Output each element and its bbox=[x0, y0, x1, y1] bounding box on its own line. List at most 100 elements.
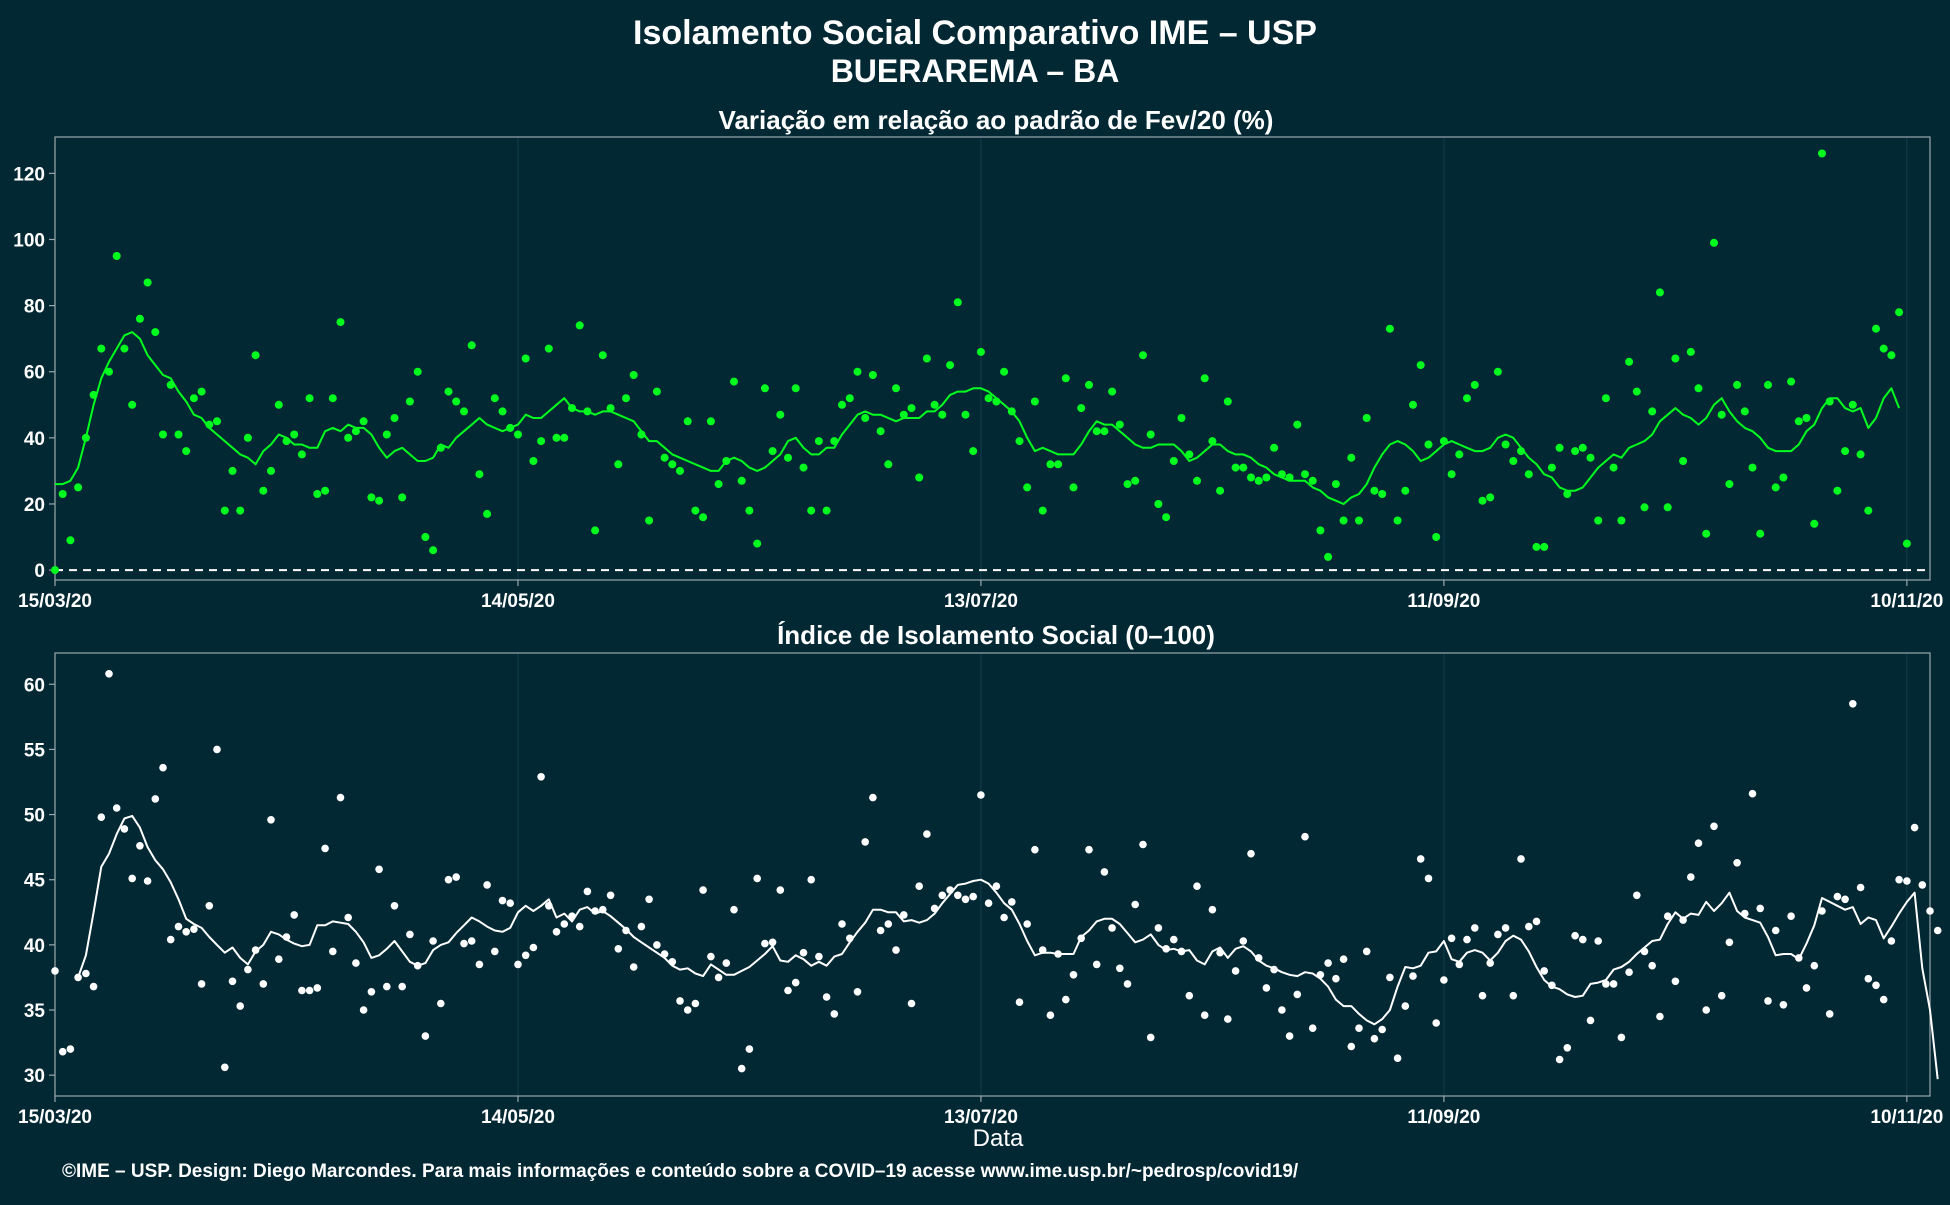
data-point bbox=[1231, 967, 1240, 975]
data-point bbox=[1787, 912, 1795, 920]
data-point bbox=[1841, 895, 1849, 904]
data-point bbox=[1602, 980, 1610, 988]
data-point bbox=[969, 892, 977, 901]
y-tick-label: 55 bbox=[24, 740, 46, 761]
data-point bbox=[498, 896, 507, 905]
data-point bbox=[321, 844, 329, 853]
data-point bbox=[1301, 470, 1309, 479]
data-point bbox=[1308, 1024, 1317, 1032]
data-point bbox=[1339, 955, 1348, 963]
data-point bbox=[1355, 516, 1363, 525]
data-point bbox=[653, 941, 661, 949]
panel-index-title: Índice de Isolamento Social (0–100) bbox=[777, 620, 1215, 650]
data-point bbox=[1193, 882, 1201, 890]
data-point bbox=[614, 460, 623, 469]
data-point bbox=[1586, 453, 1595, 462]
data-point bbox=[1555, 443, 1564, 452]
data-point bbox=[1501, 440, 1510, 449]
data-point bbox=[1208, 437, 1217, 446]
data-point bbox=[1625, 357, 1634, 366]
data-point bbox=[228, 977, 237, 986]
data-point bbox=[1393, 516, 1402, 525]
data-point bbox=[1779, 473, 1788, 482]
y-tick-label: 20 bbox=[24, 495, 45, 516]
panel-border bbox=[54, 136, 1931, 581]
data-point bbox=[552, 928, 561, 936]
y-tick-label: 45 bbox=[24, 871, 46, 892]
data-point bbox=[1694, 384, 1703, 393]
data-point bbox=[112, 252, 121, 260]
data-point bbox=[359, 1006, 368, 1014]
data-point bbox=[514, 430, 522, 439]
data-point bbox=[460, 407, 468, 416]
data-point bbox=[1185, 991, 1194, 1000]
data-point bbox=[197, 980, 206, 988]
data-point bbox=[668, 460, 677, 469]
data-point bbox=[984, 899, 993, 907]
data-point bbox=[1818, 149, 1826, 158]
data-point bbox=[1764, 997, 1772, 1005]
x-tick-label: 14/05/20 bbox=[481, 591, 555, 612]
data-point bbox=[1725, 938, 1734, 947]
data-point bbox=[598, 351, 607, 360]
data-point bbox=[1254, 476, 1263, 485]
x-tick-label: 14/05/20 bbox=[481, 1107, 555, 1128]
data-point bbox=[768, 447, 777, 456]
data-point bbox=[298, 986, 306, 995]
data-point bbox=[1663, 912, 1672, 920]
data-point bbox=[1131, 900, 1139, 909]
data-point bbox=[1332, 974, 1340, 983]
x-tick-label: 10/11/20 bbox=[1870, 1107, 1943, 1128]
data-point bbox=[1409, 400, 1417, 409]
data-point bbox=[761, 939, 769, 948]
data-point bbox=[1571, 931, 1579, 940]
data-point bbox=[1262, 984, 1271, 992]
data-point bbox=[1131, 476, 1140, 485]
data-point bbox=[791, 384, 800, 393]
data-point bbox=[629, 371, 638, 379]
data-point bbox=[1879, 995, 1888, 1004]
data-point bbox=[236, 506, 245, 515]
data-point bbox=[74, 483, 83, 492]
data-point bbox=[58, 1047, 67, 1056]
data-point bbox=[1023, 920, 1031, 928]
data-point bbox=[606, 891, 615, 900]
data-point bbox=[236, 1002, 244, 1010]
data-point bbox=[830, 1010, 839, 1018]
data-point bbox=[97, 813, 106, 821]
data-point bbox=[1385, 324, 1394, 333]
data-point bbox=[143, 278, 152, 287]
data-point bbox=[128, 874, 136, 883]
data-point bbox=[1370, 1034, 1379, 1043]
data-point bbox=[1733, 859, 1741, 867]
y-tick-label: 40 bbox=[24, 429, 45, 450]
data-point bbox=[722, 959, 731, 967]
data-point bbox=[529, 457, 538, 465]
data-point bbox=[1092, 427, 1101, 436]
data-point bbox=[699, 513, 708, 522]
data-point bbox=[768, 938, 777, 947]
data-point bbox=[1540, 967, 1548, 975]
data-point bbox=[128, 400, 137, 409]
data-point bbox=[205, 902, 214, 910]
data-point bbox=[923, 830, 931, 838]
series-points bbox=[51, 149, 1911, 575]
data-point bbox=[876, 427, 885, 436]
data-point bbox=[1224, 1015, 1232, 1023]
data-point bbox=[776, 410, 785, 419]
data-point bbox=[452, 397, 461, 406]
data-point bbox=[1609, 463, 1618, 472]
data-point bbox=[313, 490, 322, 498]
data-point bbox=[1895, 875, 1903, 884]
data-point bbox=[514, 960, 522, 969]
data-point bbox=[112, 804, 121, 812]
data-point bbox=[1810, 961, 1819, 970]
data-point bbox=[1702, 529, 1711, 538]
data-point bbox=[1933, 926, 1942, 935]
data-point bbox=[174, 430, 183, 439]
y-tick-label: 0 bbox=[34, 561, 45, 582]
y-tick-label: 35 bbox=[24, 1001, 46, 1022]
data-point bbox=[1223, 397, 1232, 406]
data-point bbox=[1617, 1033, 1626, 1042]
